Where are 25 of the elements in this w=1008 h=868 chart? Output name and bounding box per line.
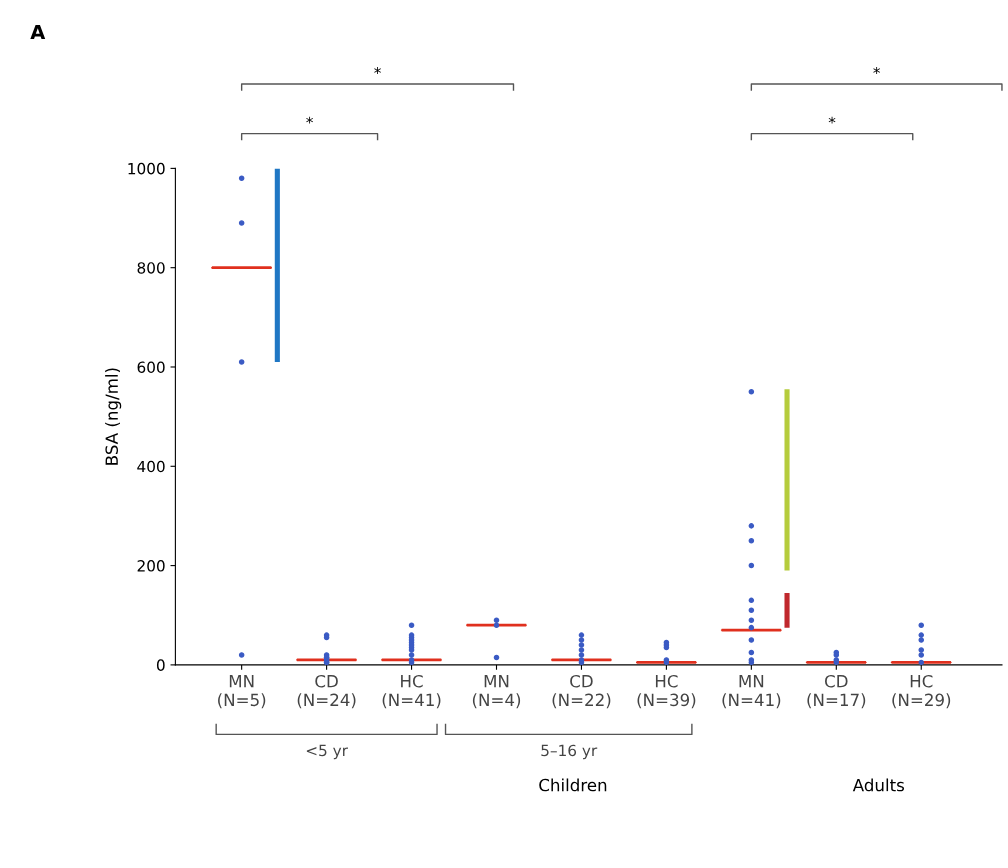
x-tick-label: HC (N=41)	[382, 674, 441, 709]
x-tick-label: HC (N=29)	[892, 674, 951, 709]
y-tick-label: 0	[156, 659, 165, 671]
text: Adults	[852, 778, 905, 792]
y-tick-label: 800	[137, 262, 165, 274]
x-tick-label: HC (N=39)	[637, 674, 696, 709]
x-tick-label: MN (N=5)	[218, 675, 266, 709]
y-tick-label: 600	[137, 361, 165, 374]
y-axis-title: BSA (ng/ml)	[105, 368, 122, 465]
text: *	[873, 66, 881, 74]
x-tick-label: CD (N=24)	[297, 674, 356, 709]
x-tick-label: MN (N=41)	[722, 675, 781, 709]
text: Children	[539, 778, 607, 792]
text: *	[828, 116, 836, 124]
x-tick-label: CD (N=22)	[552, 674, 611, 709]
y-tick-label: 200	[137, 560, 165, 572]
y-tick-label: 1000	[128, 162, 165, 175]
text: *	[306, 116, 313, 124]
text: 5–16 yr	[541, 744, 598, 760]
text: *	[374, 66, 381, 74]
text: <5 yr	[306, 744, 348, 760]
text: A	[30, 24, 46, 40]
x-tick-label: MN (N=4)	[472, 675, 521, 709]
x-tick-label: CD (N=17)	[807, 674, 866, 709]
y-tick-label: 400	[137, 460, 165, 473]
